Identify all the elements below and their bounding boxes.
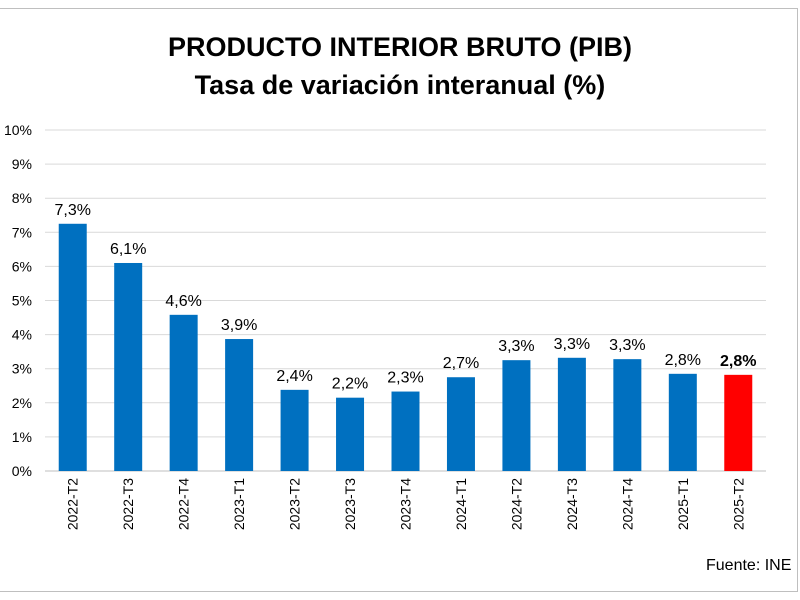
x-category-label: 2025-T2 — [730, 478, 746, 530]
data-label: 2,3% — [387, 370, 423, 387]
data-label: 3,3% — [554, 336, 590, 353]
bar-highlight — [724, 374, 753, 471]
data-label: 3,3% — [498, 338, 534, 355]
y-tick-label: 1% — [12, 429, 32, 445]
data-label: 6,1% — [110, 241, 146, 258]
chart-subtitle: Tasa de variación interanual (%) — [194, 70, 606, 100]
x-category-label: 2024-T2 — [508, 478, 524, 530]
y-tick-label: 2% — [12, 395, 32, 411]
x-category-label: 2023-T2 — [287, 478, 303, 530]
bar — [557, 357, 586, 471]
source-note: Fuente: INE — [706, 557, 792, 574]
y-tick-label: 0% — [12, 463, 32, 479]
x-category-label: 2023-T4 — [398, 478, 414, 530]
x-category-label: 2024-T3 — [564, 478, 580, 530]
bar — [502, 360, 531, 471]
data-label: 3,3% — [609, 337, 645, 354]
y-tick-label: 5% — [12, 293, 32, 309]
x-category-label: 2024-T1 — [453, 478, 469, 530]
data-label: 2,8% — [665, 352, 701, 369]
data-label: 4,6% — [165, 293, 201, 310]
data-label: 2,7% — [443, 355, 479, 372]
bar — [114, 262, 143, 471]
y-tick-label: 10% — [4, 122, 32, 138]
data-label: 7,3% — [54, 202, 90, 219]
y-tick-label: 7% — [12, 224, 32, 240]
bar — [336, 397, 365, 471]
x-category-label: 2022-T2 — [65, 478, 81, 530]
chart-frame — [0, 8, 798, 592]
data-label: 3,9% — [221, 317, 257, 334]
bar — [58, 223, 87, 471]
y-tick-label: 9% — [12, 156, 32, 172]
x-category-label: 2025-T1 — [675, 478, 691, 530]
y-tick-label: 8% — [12, 190, 32, 206]
chart-title: PRODUCTO INTERIOR BRUTO (PIB) Tasa de va… — [0, 28, 800, 104]
data-label: 2,8% — [720, 353, 756, 370]
data-label: 2,4% — [276, 368, 312, 385]
x-category-label: 2022-T4 — [176, 478, 192, 530]
bar — [280, 389, 309, 471]
bar — [668, 373, 697, 471]
bar — [446, 377, 475, 471]
chart-title-main: PRODUCTO INTERIOR BRUTO (PIB) — [167, 32, 632, 62]
bar — [225, 339, 254, 471]
bar — [391, 391, 420, 471]
data-label: 2,2% — [332, 376, 368, 393]
bar — [613, 359, 642, 471]
y-tick-label: 3% — [12, 361, 32, 377]
bar — [169, 314, 198, 471]
x-category-label: 2022-T3 — [120, 478, 136, 530]
x-category-label: 2024-T4 — [619, 478, 635, 530]
y-tick-label: 4% — [12, 327, 32, 343]
x-category-label: 2023-T3 — [342, 478, 358, 530]
x-category-label: 2023-T1 — [231, 478, 247, 530]
y-tick-label: 6% — [12, 258, 32, 274]
